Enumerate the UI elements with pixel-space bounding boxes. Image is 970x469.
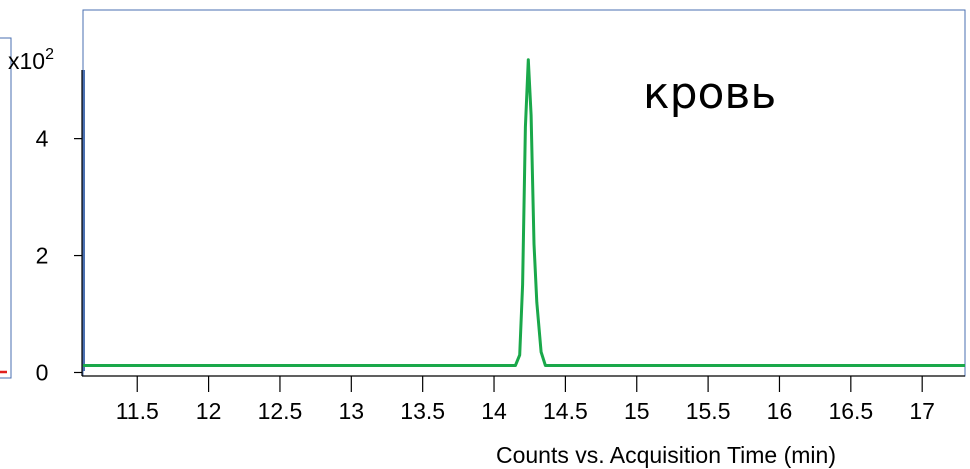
y-tick-label: 0 bbox=[36, 359, 49, 385]
x-tick-label: 15.5 bbox=[686, 398, 731, 424]
x-tick-label: 16 bbox=[767, 398, 793, 424]
x-tick-label: 17 bbox=[909, 398, 935, 424]
x-ticks: 11.5 12 12.5 13 13.5 14 14.5 15 15.5 16 16.5 17 bbox=[116, 376, 935, 424]
x-tick-label: 15 bbox=[624, 398, 650, 424]
x-tick-label: 14 bbox=[481, 398, 507, 424]
x-tick-label: 12.5 bbox=[258, 398, 303, 424]
sample-annotation: кровь bbox=[643, 68, 776, 119]
left-neighbor-panel bbox=[0, 37, 12, 379]
y-scale-label: x102 bbox=[8, 46, 54, 74]
x-axis-title: Counts vs. Acquisition Time (min) bbox=[496, 442, 836, 468]
left-panel-frame bbox=[0, 37, 12, 379]
x-tick-label: 13.5 bbox=[400, 398, 445, 424]
series-line bbox=[83, 58, 965, 367]
series-layer bbox=[83, 58, 965, 367]
x-tick-label: 16.5 bbox=[828, 398, 873, 424]
x-tick-label: 14.5 bbox=[543, 398, 588, 424]
y-tick-label: 4 bbox=[36, 126, 49, 152]
y-tick-label: 2 bbox=[36, 243, 49, 269]
x-tick-label: 12 bbox=[196, 398, 222, 424]
y-ticks: 0 2 4 bbox=[36, 126, 82, 385]
x-tick-label: 13 bbox=[339, 398, 365, 424]
x-tick-label: 11.5 bbox=[116, 398, 159, 424]
